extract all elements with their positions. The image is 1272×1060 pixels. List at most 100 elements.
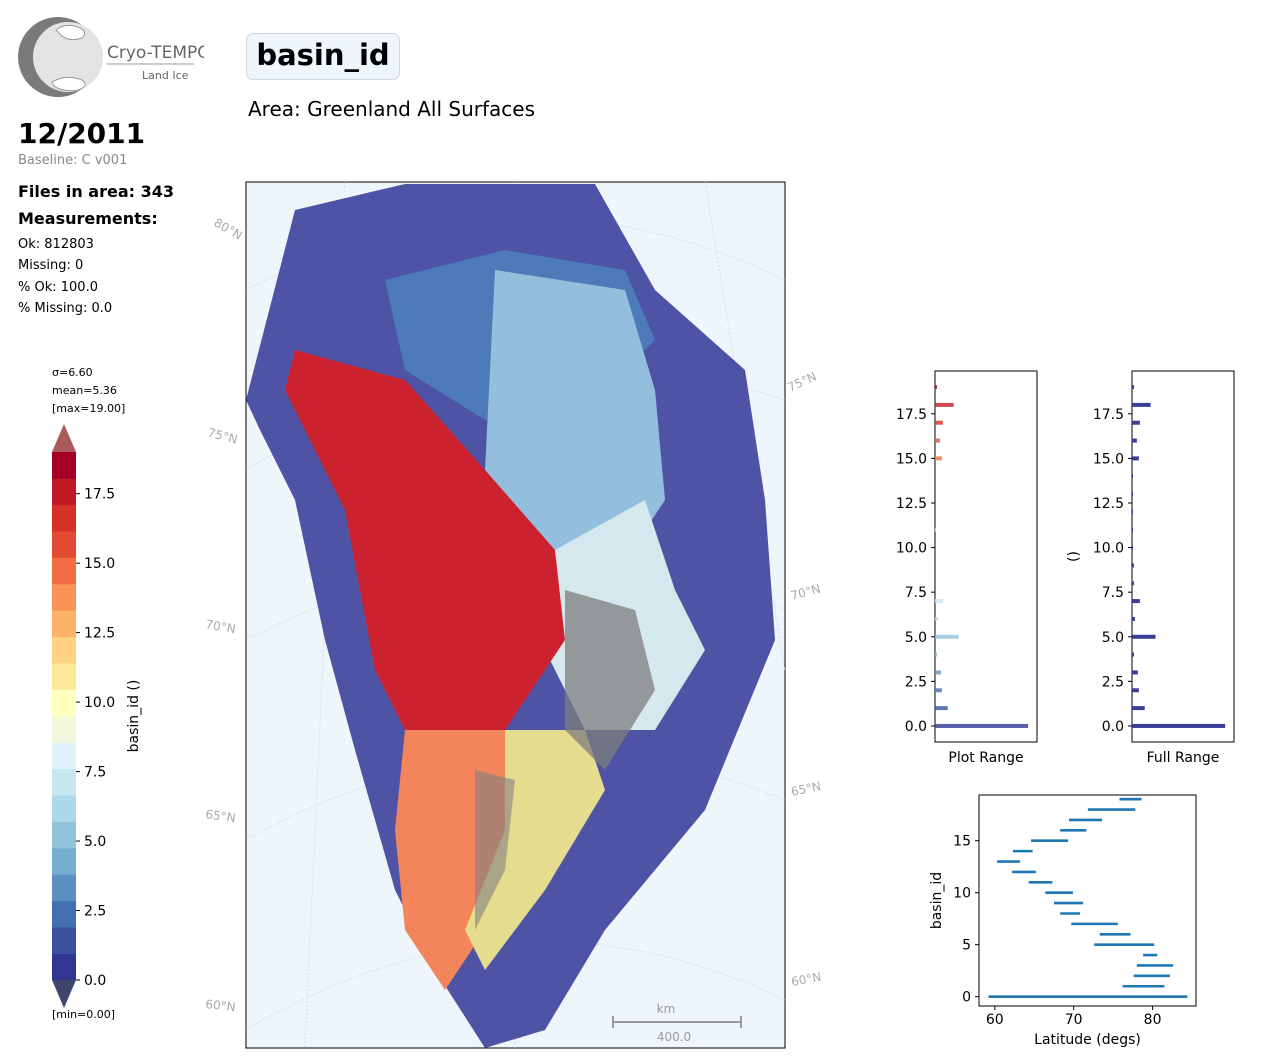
- exposed-land: [565, 590, 655, 770]
- y-tick-label: 17.5: [1093, 407, 1124, 423]
- histogram-bar: [1132, 438, 1137, 443]
- colorbar-max: [max=19.00]: [52, 402, 126, 415]
- histogram-bar: [935, 420, 943, 425]
- histogram-bar: [935, 402, 954, 407]
- lat-label-70-right: 70°N: [789, 582, 822, 603]
- ok-count: Ok: 812803: [18, 237, 94, 252]
- colorbar-segment: [52, 795, 76, 822]
- lat-label-60-right: 60°N: [790, 970, 822, 989]
- axes-frame: [978, 794, 1197, 1007]
- basin-region-northeast: [485, 270, 665, 590]
- colorbar-segment: [52, 584, 76, 611]
- cryo-tempo-logo: Cryo-TEMPO Land Ice: [18, 17, 204, 97]
- area-label: Area: Greenland All Surfaces: [248, 97, 535, 121]
- histogram-bar: [935, 652, 937, 657]
- y-tick-label: 0.0: [905, 719, 927, 735]
- histogram-bar: [1132, 616, 1135, 621]
- histogram-bar: [1132, 509, 1133, 514]
- y-tick-label: 5.0: [905, 630, 927, 646]
- histogram-bar: [935, 385, 937, 390]
- colorbar-tick-label: 0.0: [84, 973, 106, 989]
- colorbar-tick-label: 2.5: [84, 904, 106, 920]
- colorbar-segment: [52, 742, 76, 770]
- histogram-bar: [1132, 563, 1134, 568]
- y-tick-label: 5: [962, 938, 971, 954]
- histogram-bar: [1132, 474, 1133, 479]
- histogram-bar: [935, 438, 940, 443]
- greenland-map: 80°N 75°N 70°N 65°N 60°N 75°N 70°N 65°N …: [204, 181, 822, 1049]
- y-tick-label: 7.5: [1102, 585, 1124, 601]
- histogram-bar: [1132, 385, 1134, 390]
- histogram-bar: [1132, 688, 1139, 693]
- histogram-bar: [1132, 527, 1133, 532]
- y-tick-label: 15.0: [1093, 451, 1124, 467]
- histogram-bar: [935, 670, 941, 675]
- colorbar-sigma: σ=6.60: [52, 366, 93, 379]
- colorbar-segment: [52, 874, 76, 902]
- histogram-bar: [935, 456, 942, 461]
- histogram-bar: [1132, 670, 1138, 675]
- basin-region-west: [285, 350, 565, 770]
- page-title: basin_id: [246, 33, 400, 80]
- colorbar-label: basin_id (): [126, 680, 142, 753]
- colorbar-segment: [52, 927, 76, 954]
- scale-value: 400.0: [657, 1030, 691, 1044]
- y-tick-label: 2.5: [1102, 674, 1124, 690]
- baseline-label: Baseline: C v001: [18, 153, 128, 168]
- pct-ok: % Ok: 100.0: [18, 280, 98, 295]
- y-tick-label: 5.0: [1102, 630, 1124, 646]
- y-tick-label: 0.0: [1102, 719, 1124, 735]
- histogram-bar: [1132, 492, 1133, 497]
- histogram-bar: [1132, 545, 1133, 550]
- colorbar-segment: [52, 610, 76, 638]
- measurements-heading: Measurements:: [18, 209, 158, 228]
- colorbar-min: [min=0.00]: [52, 1008, 116, 1021]
- colorbar-segment: [52, 557, 76, 585]
- y-tick-label: 2.5: [905, 674, 927, 690]
- colorbar: 0.0 2.5 5.0 7.5 10.0 12.5 15.0 17.5 basin_id (): [52, 424, 142, 1008]
- y-axis-label: (): [1066, 551, 1082, 562]
- scale-unit: km: [657, 1002, 676, 1016]
- latitude-range-chart: 60 70 80 0 5 10 15 Latitude (degs) basin_id: [929, 794, 1197, 1048]
- date-label: 12/2011: [18, 117, 146, 150]
- lat-label-70-left: 70°N: [204, 617, 236, 636]
- histogram-bar: [1132, 634, 1156, 639]
- y-tick-label: 15: [953, 834, 971, 850]
- colorbar-segment: [52, 478, 76, 506]
- axes-frame: [1131, 370, 1235, 743]
- histogram-bar: [1132, 652, 1134, 657]
- x-tick-label: 70: [1065, 1012, 1083, 1028]
- x-axis-label: Latitude (degs): [1034, 1032, 1141, 1048]
- histogram-bar: [935, 688, 942, 693]
- y-tick-label: 17.5: [896, 407, 927, 423]
- colorbar-min-extend: [52, 980, 76, 1008]
- histogram-bar: [935, 706, 948, 711]
- colorbar-segment: [52, 504, 76, 532]
- histogram-bar: [1132, 581, 1134, 586]
- scale-bar: km 400.0: [612, 1002, 742, 1044]
- colorbar-segment: [52, 452, 76, 479]
- histogram-bar: [935, 527, 936, 532]
- colorbar-tick-label: 12.5: [84, 626, 115, 642]
- histogram-bar: [1132, 456, 1139, 461]
- y-tick-label: 10.0: [1093, 541, 1124, 557]
- colorbar-segment: [52, 663, 76, 690]
- histogram-bar: [935, 599, 943, 604]
- colorbar-segment: [52, 768, 76, 796]
- histogram-bar: [1132, 706, 1145, 711]
- lat-label-75-right: 75°N: [785, 369, 818, 394]
- x-tick-label: 60: [986, 1012, 1004, 1028]
- y-tick-label: 12.5: [896, 496, 927, 512]
- logo-subtitle: Land Ice: [142, 69, 189, 82]
- lat-label-65-right: 65°N: [790, 779, 822, 799]
- y-axis-label: basin_id: [929, 872, 945, 929]
- colorbar-max-extend: [52, 424, 76, 452]
- colorbar-segment: [52, 636, 76, 664]
- colorbar-tick-label: 5.0: [84, 834, 106, 850]
- colorbar-segment: [52, 689, 76, 717]
- histogram-bar: [1132, 599, 1140, 604]
- colorbar-tick-label: 15.0: [84, 556, 115, 572]
- colorbar-segment: [52, 900, 76, 928]
- lat-label-80-left: 80°N: [212, 215, 245, 242]
- colorbar-segment: [52, 821, 76, 849]
